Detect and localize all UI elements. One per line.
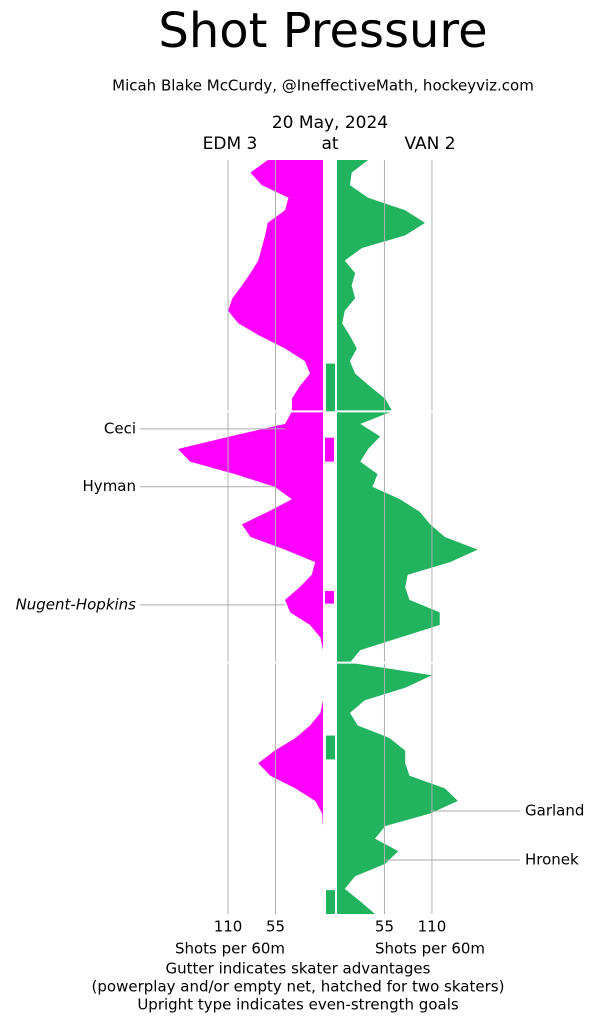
pressure-area (177, 160, 323, 914)
x-tick-label: 55 (266, 918, 285, 936)
goal-label: Ceci (104, 419, 136, 437)
note: (powerplay and/or empty net, hatched for… (92, 978, 505, 996)
home-label: VAN 2 (404, 134, 455, 154)
subtitle: Micah Blake McCurdy, @IneffectiveMath, h… (112, 77, 534, 95)
chart-title: Shot Pressure (158, 3, 487, 59)
gutter-bar (325, 591, 334, 604)
goal-label: Hronek (525, 850, 579, 868)
goal-label: Hyman (83, 477, 136, 495)
x-tick-label: 110 (214, 918, 243, 936)
date: 20 May, 2024 (272, 113, 388, 133)
x-tick-label: 110 (418, 918, 447, 936)
gutter-bar (325, 437, 334, 462)
note: Upright type indicates even-strength goa… (137, 996, 459, 1014)
gutter-bar (326, 735, 335, 760)
pressure-area (337, 160, 478, 914)
x-tick-label: 55 (375, 918, 394, 936)
x-axis-label: Shots per 60m (175, 940, 285, 958)
at-label: at (321, 134, 338, 154)
gutter-bar (326, 363, 335, 412)
goal-label: Garland (525, 801, 584, 819)
gutter-bar (326, 890, 335, 914)
goal-label: Nugent-Hopkins (16, 595, 137, 613)
away-label: EDM 3 (203, 134, 258, 154)
note: Gutter indicates skater advantages (166, 960, 431, 978)
x-axis-label: Shots per 60m (375, 940, 485, 958)
